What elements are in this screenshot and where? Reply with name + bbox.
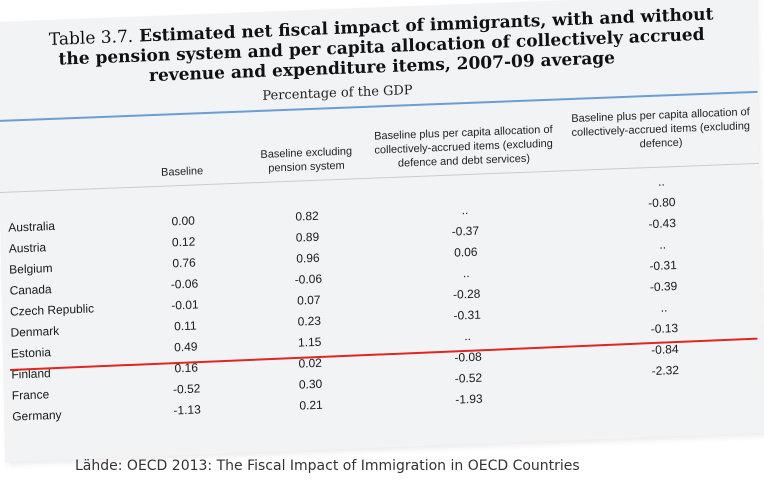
value-cell: 0.76: [172, 255, 196, 271]
value-cell: 1.15: [297, 334, 322, 350]
country-cell: Denmark: [10, 323, 60, 340]
value-cell: -0.52: [172, 381, 201, 397]
value-cell: 0.23: [297, 313, 322, 329]
value-cell: [272, 187, 342, 190]
value-cell: 0.12: [171, 234, 196, 250]
value-cell: 0.96: [296, 250, 320, 266]
country-cell: Czech Republic: [9, 301, 95, 319]
value-cell: 0.21: [299, 397, 323, 413]
value-cell: -1.13: [173, 402, 201, 418]
value-cell: 0.89: [295, 229, 320, 245]
source-caption: Lähde: OECD 2013: The Fiscal Impact of I…: [75, 458, 580, 474]
country-cell: France: [11, 387, 50, 403]
value-cell: 0.30: [298, 376, 323, 392]
column-header-excl-defence: Baseline plus per capita allocation of c…: [571, 106, 751, 151]
value-cell: -0.06: [294, 271, 323, 287]
value-cell: 0.82: [295, 208, 319, 224]
value-cell: 0.07: [297, 292, 321, 308]
table-title-text: Estimated net fiscal impact of immigrant…: [58, 4, 714, 87]
value-cell: -0.01: [171, 297, 199, 313]
country-cell: Estonia: [10, 345, 52, 361]
value-cell: [148, 192, 218, 195]
column-header-excl-defence-debt: Baseline plus per capita allocation of c…: [374, 123, 553, 170]
country-cell: Germany: [12, 407, 62, 424]
column-header-baseline: Baseline: [160, 165, 204, 179]
country-cell: Australia: [8, 218, 56, 235]
value-cell: 0.49: [173, 339, 198, 355]
value-cell: 0.11: [174, 318, 197, 334]
country-cell: Austria: [8, 240, 47, 256]
table-sheet: Table 3.7. Estimated net fiscal impact o…: [0, 0, 764, 462]
value-cell: [399, 180, 529, 185]
value-cell: 0.00: [171, 213, 195, 229]
column-header-excl-pension: Baseline excluding pension system: [260, 145, 353, 175]
value-cell: ..: [657, 174, 665, 189]
country-cell: Belgium: [9, 261, 53, 277]
value-cell: -0.06: [170, 276, 199, 292]
country-cell: Canada: [9, 282, 52, 298]
